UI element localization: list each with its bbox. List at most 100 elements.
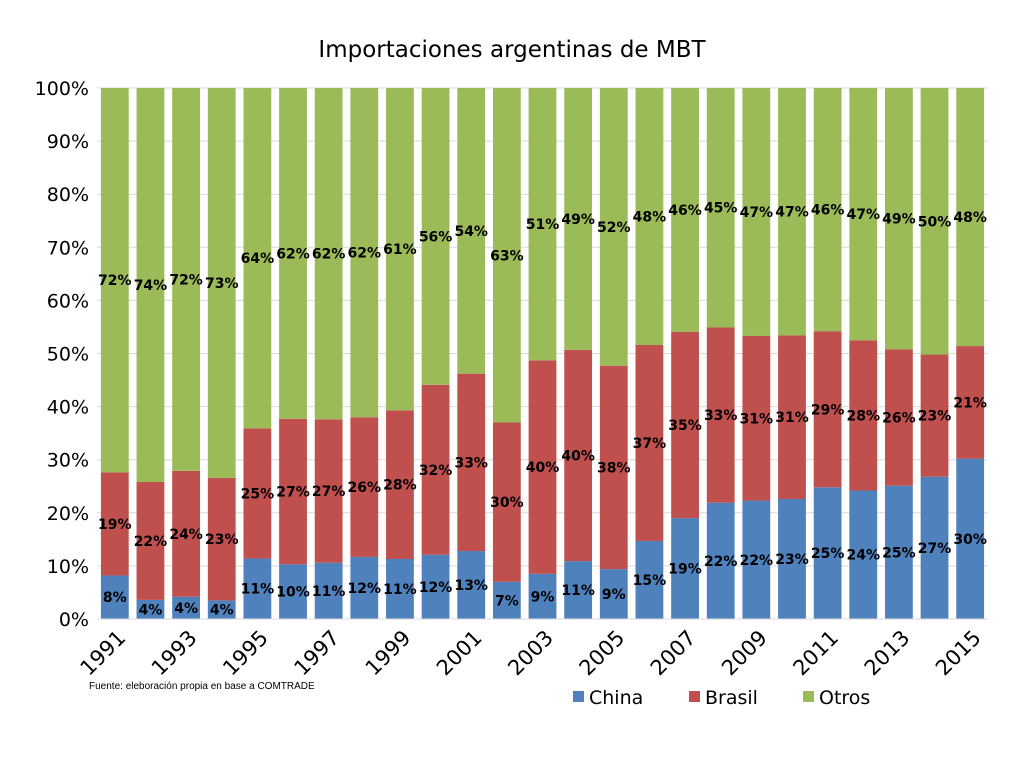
- bar-segment-china: [635, 540, 664, 619]
- x-axis: 1991 1993 1995 1997 1999 2001 2003 2005 2007 2009…: [76, 618, 988, 681]
- x-tick-label: 2009: [717, 626, 772, 681]
- data-label: 25%: [241, 486, 275, 502]
- y-tick-label: 100%: [35, 78, 89, 100]
- bar-segment-otros: [599, 88, 628, 366]
- data-label: 35%: [668, 418, 702, 434]
- data-label: 49%: [882, 212, 916, 228]
- data-label: 15%: [633, 573, 667, 589]
- x-tick-label: 2015: [931, 626, 986, 681]
- data-label: 73%: [205, 276, 239, 292]
- x-tick-label: 2007: [646, 626, 701, 681]
- bar-segment-brasil: [635, 345, 664, 541]
- bar-segment-china: [885, 485, 913, 619]
- x-tick-label: 2003: [503, 626, 558, 681]
- data-label: 28%: [383, 478, 417, 494]
- legend-swatch-brasil: [689, 691, 700, 702]
- data-label: 4%: [139, 602, 163, 618]
- bar-segment-otros: [564, 88, 593, 350]
- bar-segment-china: [920, 476, 949, 619]
- data-label: 7%: [495, 593, 519, 609]
- bar-segment-otros: [172, 88, 200, 471]
- data-label: 32%: [419, 463, 453, 479]
- y-tick-label: 30%: [47, 450, 89, 472]
- bar-segment-brasil: [457, 373, 486, 552]
- bar-segment-brasil: [849, 340, 878, 491]
- bar-segment-china: [457, 551, 486, 619]
- bar-segment-otros: [778, 88, 806, 336]
- bar-segment-otros: [956, 88, 985, 347]
- bar-segment-brasil: [279, 418, 307, 565]
- bar-segment-otros: [314, 88, 343, 420]
- bar-segment-china: [243, 558, 272, 619]
- bar-segment-otros: [136, 88, 165, 483]
- bar-segment-otros: [635, 88, 664, 346]
- data-label: 19%: [668, 562, 702, 578]
- data-label: 33%: [454, 455, 488, 471]
- bar-segment-brasil: [885, 349, 913, 486]
- data-label: 27%: [918, 541, 952, 557]
- data-label: 52%: [597, 220, 631, 236]
- data-label: 31%: [775, 410, 809, 426]
- y-tick-label: 10%: [47, 556, 89, 578]
- y-tick-label: 70%: [47, 237, 89, 259]
- data-label: 22%: [740, 553, 774, 569]
- data-label: 47%: [775, 205, 809, 221]
- bar-segment-brasil: [528, 360, 557, 574]
- bar-segment-otros: [279, 88, 307, 419]
- data-label: 47%: [740, 205, 774, 221]
- data-label: 26%: [882, 410, 916, 426]
- bar-segment-otros: [920, 88, 949, 355]
- bar-segment-otros: [421, 88, 450, 385]
- bar-segment-otros: [671, 88, 699, 332]
- data-label: 61%: [383, 242, 417, 258]
- bar-segment-brasil: [314, 419, 343, 563]
- x-tick-label: 1995: [218, 626, 273, 681]
- data-label: 22%: [704, 554, 738, 570]
- data-label: 8%: [103, 590, 127, 606]
- bar-segment-brasil: [956, 346, 985, 459]
- chart-title: Importaciones argentinas de MBT: [318, 37, 706, 63]
- x-tick-label: 2005: [575, 626, 630, 681]
- data-label: 28%: [847, 408, 881, 424]
- bar-segment-brasil: [136, 482, 165, 600]
- bar-segment-china: [421, 554, 450, 619]
- data-label: 25%: [811, 546, 845, 562]
- bar-segment-otros: [706, 88, 735, 328]
- data-label: 12%: [348, 581, 382, 597]
- x-tick-label: 1999: [361, 626, 416, 681]
- y-tick-label: 60%: [47, 290, 89, 312]
- data-label: 49%: [561, 212, 595, 228]
- x-tick-label: 2013: [860, 626, 915, 681]
- data-label: 50%: [918, 214, 952, 230]
- bar-segment-china: [350, 556, 379, 619]
- bar-segment-china: [207, 600, 236, 619]
- bar-segment-brasil: [671, 331, 699, 519]
- x-tick-label: 1991: [76, 626, 131, 681]
- data-label: 11%: [241, 582, 275, 598]
- data-label: 47%: [847, 207, 881, 223]
- bar-segment-brasil: [920, 354, 949, 477]
- data-label: 64%: [241, 251, 275, 267]
- legend: China Brasil Otros: [573, 687, 870, 709]
- bar-segment-brasil: [243, 428, 272, 559]
- data-label: 51%: [526, 217, 560, 233]
- bar-segment-brasil: [172, 470, 200, 597]
- bar-segment-otros: [457, 88, 486, 374]
- legend-label-china: China: [589, 687, 643, 709]
- y-tick-label: 40%: [47, 397, 89, 419]
- data-label: 13%: [454, 578, 488, 594]
- data-label: 48%: [953, 210, 987, 226]
- bar-segment-brasil: [742, 335, 771, 501]
- legend-swatch-otros: [803, 691, 814, 702]
- bar-segment-china: [314, 562, 343, 619]
- data-label: 27%: [312, 484, 346, 500]
- data-label: 11%: [561, 583, 595, 599]
- data-label: 25%: [882, 545, 916, 561]
- bar-segment-brasil: [421, 384, 450, 555]
- bar-segment-china: [956, 458, 985, 619]
- data-label: 62%: [312, 247, 346, 263]
- data-label: 4%: [174, 601, 198, 617]
- x-tick-label: 1997: [289, 626, 344, 681]
- bar-segment-otros: [207, 88, 236, 478]
- bar-segment-otros: [386, 88, 414, 411]
